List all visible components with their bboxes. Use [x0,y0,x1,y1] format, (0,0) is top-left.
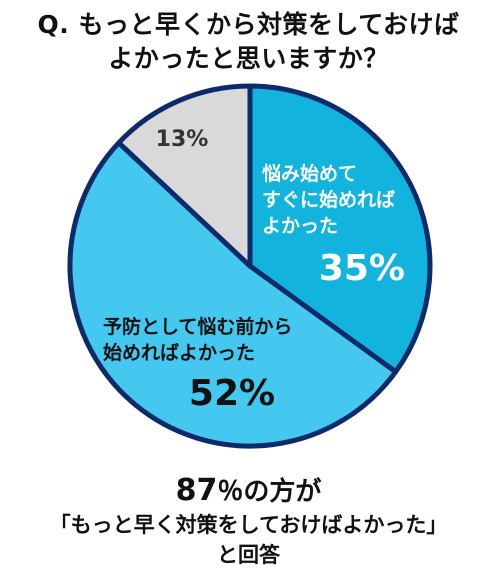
summary-headline: 87％の方が [0,474,497,509]
pie-slice-2 [67,140,399,449]
slice-2-value-label: 52% [189,373,275,414]
slice-1-label-line-3: よかった [262,215,338,237]
slice-3-value-label: 13% [156,127,209,152]
pie-slice-3 [116,83,253,269]
slice-2-label-line-1: 予防として悩む前から [103,315,292,338]
question-title: Q. もっと早くから対策をしておけば よかったと思いますか？ [0,8,497,76]
summary-percent-rest: ％の方が [217,477,322,507]
slice-1-label-line-1: 悩み始めて [262,162,357,185]
summary-answer: と回答 [217,543,280,567]
slice-1-value-label: 35% [319,248,405,289]
question-line-1: Q. もっと早くから対策をしておけば [37,10,460,39]
pie-slices [67,83,433,449]
pie-slice-1 [247,83,433,375]
question-line-2: よかったと思いますか？ [108,44,389,73]
summary-quote: 「もっと早く対策をしておけばよかった」 [49,513,448,537]
slice-1-label-line-2: すぐに始めれば [262,188,395,211]
slice-2-label-line-2: 始めればよかった [103,341,255,364]
summary-percent-number: 87 [175,473,218,508]
